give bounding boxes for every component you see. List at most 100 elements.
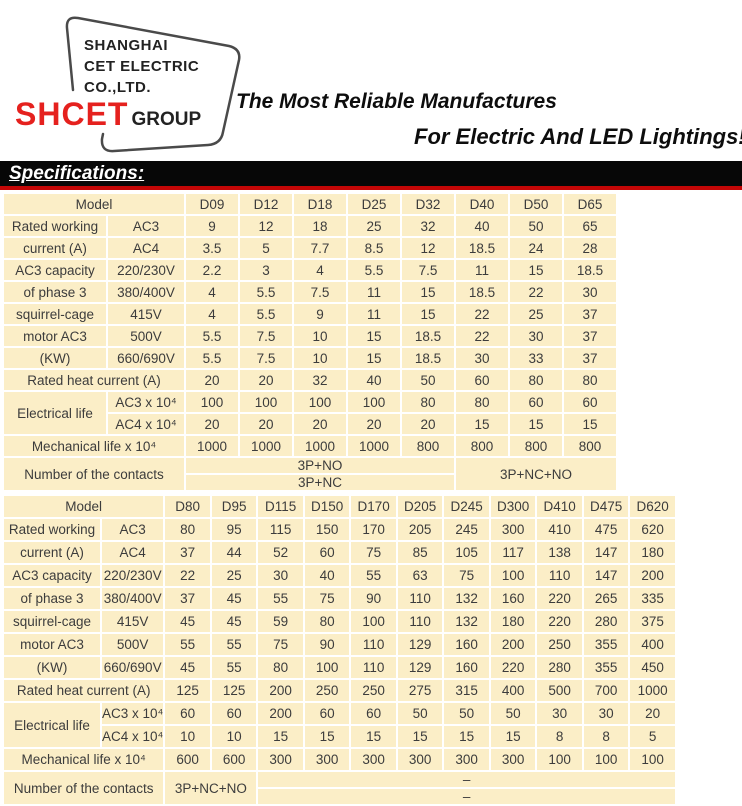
value-cell: 65 bbox=[564, 216, 616, 236]
column-header: D170 bbox=[351, 496, 396, 517]
value-cell: 85 bbox=[397, 542, 443, 563]
company-name: SHANGHAI CET ELECTRIC CO.,LTD. bbox=[84, 35, 199, 98]
table-row: (KW) 660/690V 45 55 80 100 110 129 160 220 280 355 4… bbox=[4, 657, 675, 678]
column-header: D32 bbox=[402, 194, 454, 214]
value-cell: 160 bbox=[444, 657, 489, 678]
value-cell: 8 bbox=[537, 726, 582, 747]
table-row: Mechanical life x 10⁴ 600 600 300 300 300 300 3… bbox=[4, 749, 675, 770]
value-cell: 1000 bbox=[348, 436, 400, 456]
row-label: 380/400V bbox=[108, 282, 184, 302]
value-cell: 15 bbox=[444, 726, 489, 747]
value-cell: 33 bbox=[510, 348, 562, 368]
row-label: AC4 bbox=[108, 238, 184, 258]
value-cell: 20 bbox=[240, 370, 292, 390]
value-cell: 147 bbox=[583, 565, 629, 586]
table-row: squirrel-cage 415V 4 5.5 9 11 15 22 25 37 bbox=[4, 304, 616, 324]
value-cell: 60 bbox=[456, 370, 508, 390]
value-cell: 15 bbox=[304, 726, 350, 747]
value-cell: 100 bbox=[583, 749, 629, 770]
value-cell: 335 bbox=[630, 588, 675, 609]
contacts-value: – bbox=[258, 772, 675, 787]
contacts-value: 3P+NC+NO bbox=[165, 772, 257, 804]
value-cell: 300 bbox=[304, 749, 350, 770]
value-cell: 100 bbox=[490, 565, 536, 586]
value-cell: 37 bbox=[564, 326, 616, 346]
value-cell: 55 bbox=[258, 588, 303, 609]
row-label: (KW) bbox=[4, 657, 100, 678]
value-cell: 44 bbox=[211, 542, 257, 563]
value-cell: 40 bbox=[348, 370, 400, 390]
value-cell: 25 bbox=[348, 216, 400, 236]
column-header: D115 bbox=[258, 496, 303, 517]
value-cell: 75 bbox=[444, 565, 489, 586]
column-header: D300 bbox=[490, 496, 536, 517]
row-label: AC3 x 10⁴ bbox=[102, 703, 164, 724]
value-cell: 15 bbox=[402, 304, 454, 324]
column-header: D40 bbox=[456, 194, 508, 214]
value-cell: 180 bbox=[630, 542, 675, 563]
value-cell: 80 bbox=[304, 611, 350, 632]
row-label: motor AC3 bbox=[4, 326, 106, 346]
value-cell: 300 bbox=[351, 749, 396, 770]
column-header: D50 bbox=[510, 194, 562, 214]
value-cell: 60 bbox=[304, 703, 350, 724]
value-cell: 30 bbox=[456, 348, 508, 368]
value-cell: 22 bbox=[456, 326, 508, 346]
value-cell: 147 bbox=[583, 542, 629, 563]
value-cell: 125 bbox=[211, 680, 257, 701]
logo-outline-icon bbox=[65, 16, 241, 153]
value-cell: 129 bbox=[397, 657, 443, 678]
value-cell: 25 bbox=[211, 565, 257, 586]
value-cell: 600 bbox=[165, 749, 210, 770]
value-cell: 22 bbox=[165, 565, 210, 586]
row-label: AC3 bbox=[102, 519, 164, 540]
value-cell: 129 bbox=[397, 634, 443, 655]
value-cell: 4 bbox=[186, 282, 238, 302]
value-cell: 15 bbox=[510, 260, 562, 280]
row-label: 415V bbox=[102, 611, 164, 632]
column-header: D18 bbox=[294, 194, 346, 214]
row-label: Number of the contacts bbox=[4, 772, 164, 804]
table-row: Mechanical life x 10⁴ 1000 1000 1000 1000 800… bbox=[4, 436, 616, 456]
value-cell: 12 bbox=[240, 216, 292, 236]
value-cell: 45 bbox=[211, 588, 257, 609]
value-cell: 60 bbox=[351, 703, 396, 724]
row-label: 500V bbox=[108, 326, 184, 346]
table-row: Rated heat current (A) 125 125 200 250 250 275… bbox=[4, 680, 675, 701]
value-cell: 15 bbox=[456, 414, 508, 434]
value-cell: 620 bbox=[630, 519, 675, 540]
value-cell: 800 bbox=[564, 436, 616, 456]
table-row: AC3 capacity 220/230V 22 25 30 40 55 63 75 100 110… bbox=[4, 565, 675, 586]
value-cell: 138 bbox=[537, 542, 582, 563]
page-header: SHANGHAI CET ELECTRIC CO.,LTD. SHCET GRO… bbox=[0, 0, 742, 161]
value-cell: 265 bbox=[583, 588, 629, 609]
value-cell: 220 bbox=[490, 657, 536, 678]
table-row: 3P+NC bbox=[4, 475, 616, 490]
table-row: motor AC3 500V 55 55 75 90 110 129 160 200 250 355 4… bbox=[4, 634, 675, 655]
value-cell: 18.5 bbox=[564, 260, 616, 280]
row-label: AC3 capacity bbox=[4, 260, 106, 280]
value-cell: 110 bbox=[537, 565, 582, 586]
value-cell: 12 bbox=[402, 238, 454, 258]
value-cell: 15 bbox=[258, 726, 303, 747]
column-header: D65 bbox=[564, 194, 616, 214]
value-cell: 10 bbox=[165, 726, 210, 747]
table-row: Electrical life AC3 x 10⁴ 100 100 100 100 80 80… bbox=[4, 392, 616, 434]
value-cell: 80 bbox=[402, 392, 454, 412]
value-cell: 15 bbox=[564, 414, 616, 434]
value-cell: 60 bbox=[165, 703, 210, 724]
value-cell: 280 bbox=[583, 611, 629, 632]
value-cell: 4 bbox=[186, 304, 238, 324]
value-cell: 200 bbox=[258, 703, 303, 724]
value-cell: 40 bbox=[304, 565, 350, 586]
value-cell: 180 bbox=[490, 611, 536, 632]
table-row: of phase 3 380/400V 4 5.5 7.5 11 15 18.5 22 30 bbox=[4, 282, 616, 302]
value-cell: 105 bbox=[444, 542, 489, 563]
value-cell: 8.5 bbox=[348, 238, 400, 258]
value-cell: 90 bbox=[304, 634, 350, 655]
value-cell: 800 bbox=[402, 436, 454, 456]
row-label: of phase 3 bbox=[4, 282, 106, 302]
row-label: 220/230V bbox=[102, 565, 164, 586]
value-cell: 450 bbox=[630, 657, 675, 678]
value-cell: 375 bbox=[630, 611, 675, 632]
